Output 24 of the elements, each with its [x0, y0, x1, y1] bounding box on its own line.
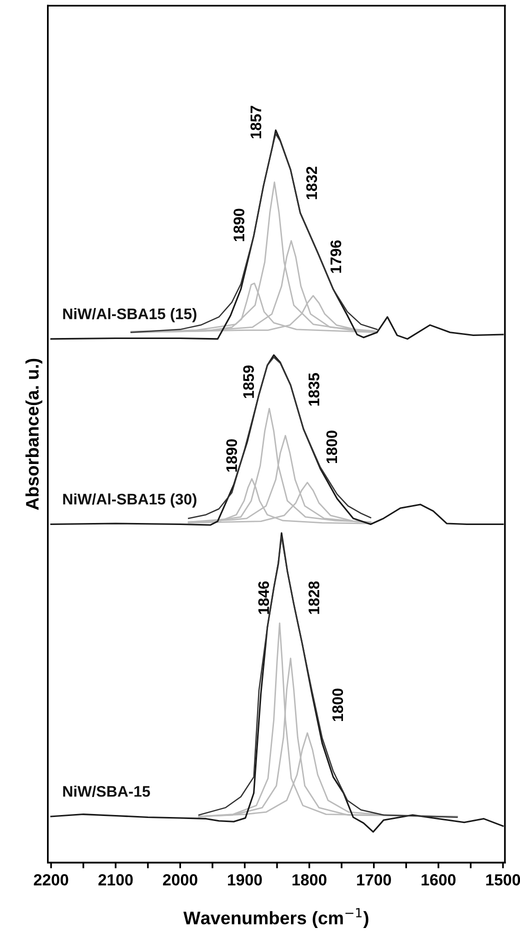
- annotation: 1800: [326, 430, 338, 464]
- annotation: 1828: [308, 581, 320, 614]
- annotation: 1832: [306, 166, 318, 200]
- annotation: 1857: [250, 106, 262, 138]
- x-tick-label: 2000: [162, 874, 198, 886]
- x-tick-label: 1800: [292, 874, 326, 886]
- x-tick-label: 2200: [34, 874, 68, 886]
- y-axis-title: Absorbance(a. u.): [25, 358, 42, 510]
- annotation: 1846: [258, 581, 270, 614]
- x-tick-label: 1900: [228, 874, 262, 886]
- x-tick-label: 1700: [357, 874, 391, 886]
- annotation: 1800: [332, 688, 344, 721]
- x-tick-label: 1600: [422, 874, 456, 886]
- annotation: 1859: [243, 365, 254, 398]
- annotation: 1890: [234, 208, 244, 242]
- x-tick-label: 2100: [98, 874, 133, 886]
- annotation: 1890: [226, 439, 238, 472]
- x-axis-title: Wavenumbers (cm$^{−1}$): [183, 908, 368, 928]
- annotation: 1796: [330, 240, 342, 273]
- series-label: NiW/Al-SBA15 (30): [63, 493, 196, 508]
- x-tick-label: 1500: [486, 874, 520, 886]
- series-label: NiW/SBA-15: [63, 786, 150, 797]
- annotation: 1835: [308, 373, 320, 406]
- series-label: NiW/Al-SBA15 (15): [63, 308, 196, 322]
